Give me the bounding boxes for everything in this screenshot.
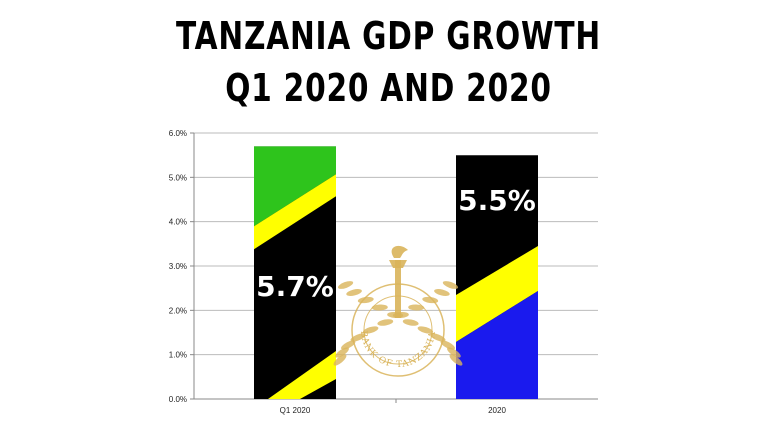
bar: [456, 155, 538, 399]
y-tick-label: 6.0%: [169, 129, 187, 138]
data-label: 5.5%: [458, 184, 536, 217]
bank-of-tanzania-seal-icon: BANK OF TANZANIA: [333, 245, 463, 377]
seal-text: BANK OF TANZANIA: [358, 330, 438, 370]
y-tick-label: 2.0%: [169, 306, 187, 315]
bar-green-band: [254, 146, 336, 227]
x-category-label: Q1 2020: [280, 406, 311, 415]
bar: [254, 146, 336, 399]
y-tick-label: 5.0%: [169, 173, 187, 182]
y-tick-label: 0.0%: [169, 395, 187, 404]
chart-title-line2: Q1 2020 AND 2020: [225, 66, 552, 110]
bar-yellow-band: [268, 351, 336, 399]
chart-title-line1: TANZANIA GDP GROWTH: [175, 14, 602, 58]
y-tick-label: 4.0%: [169, 218, 187, 227]
y-tick-label: 3.0%: [169, 262, 187, 271]
bar-yellow-band: [254, 174, 336, 250]
y-tick-label: 1.0%: [169, 351, 187, 360]
x-category-label: 2020: [488, 406, 506, 415]
bar-blue-band: [456, 291, 538, 399]
data-label: 5.7%: [256, 270, 334, 303]
bar-yellow-band: [456, 246, 538, 342]
